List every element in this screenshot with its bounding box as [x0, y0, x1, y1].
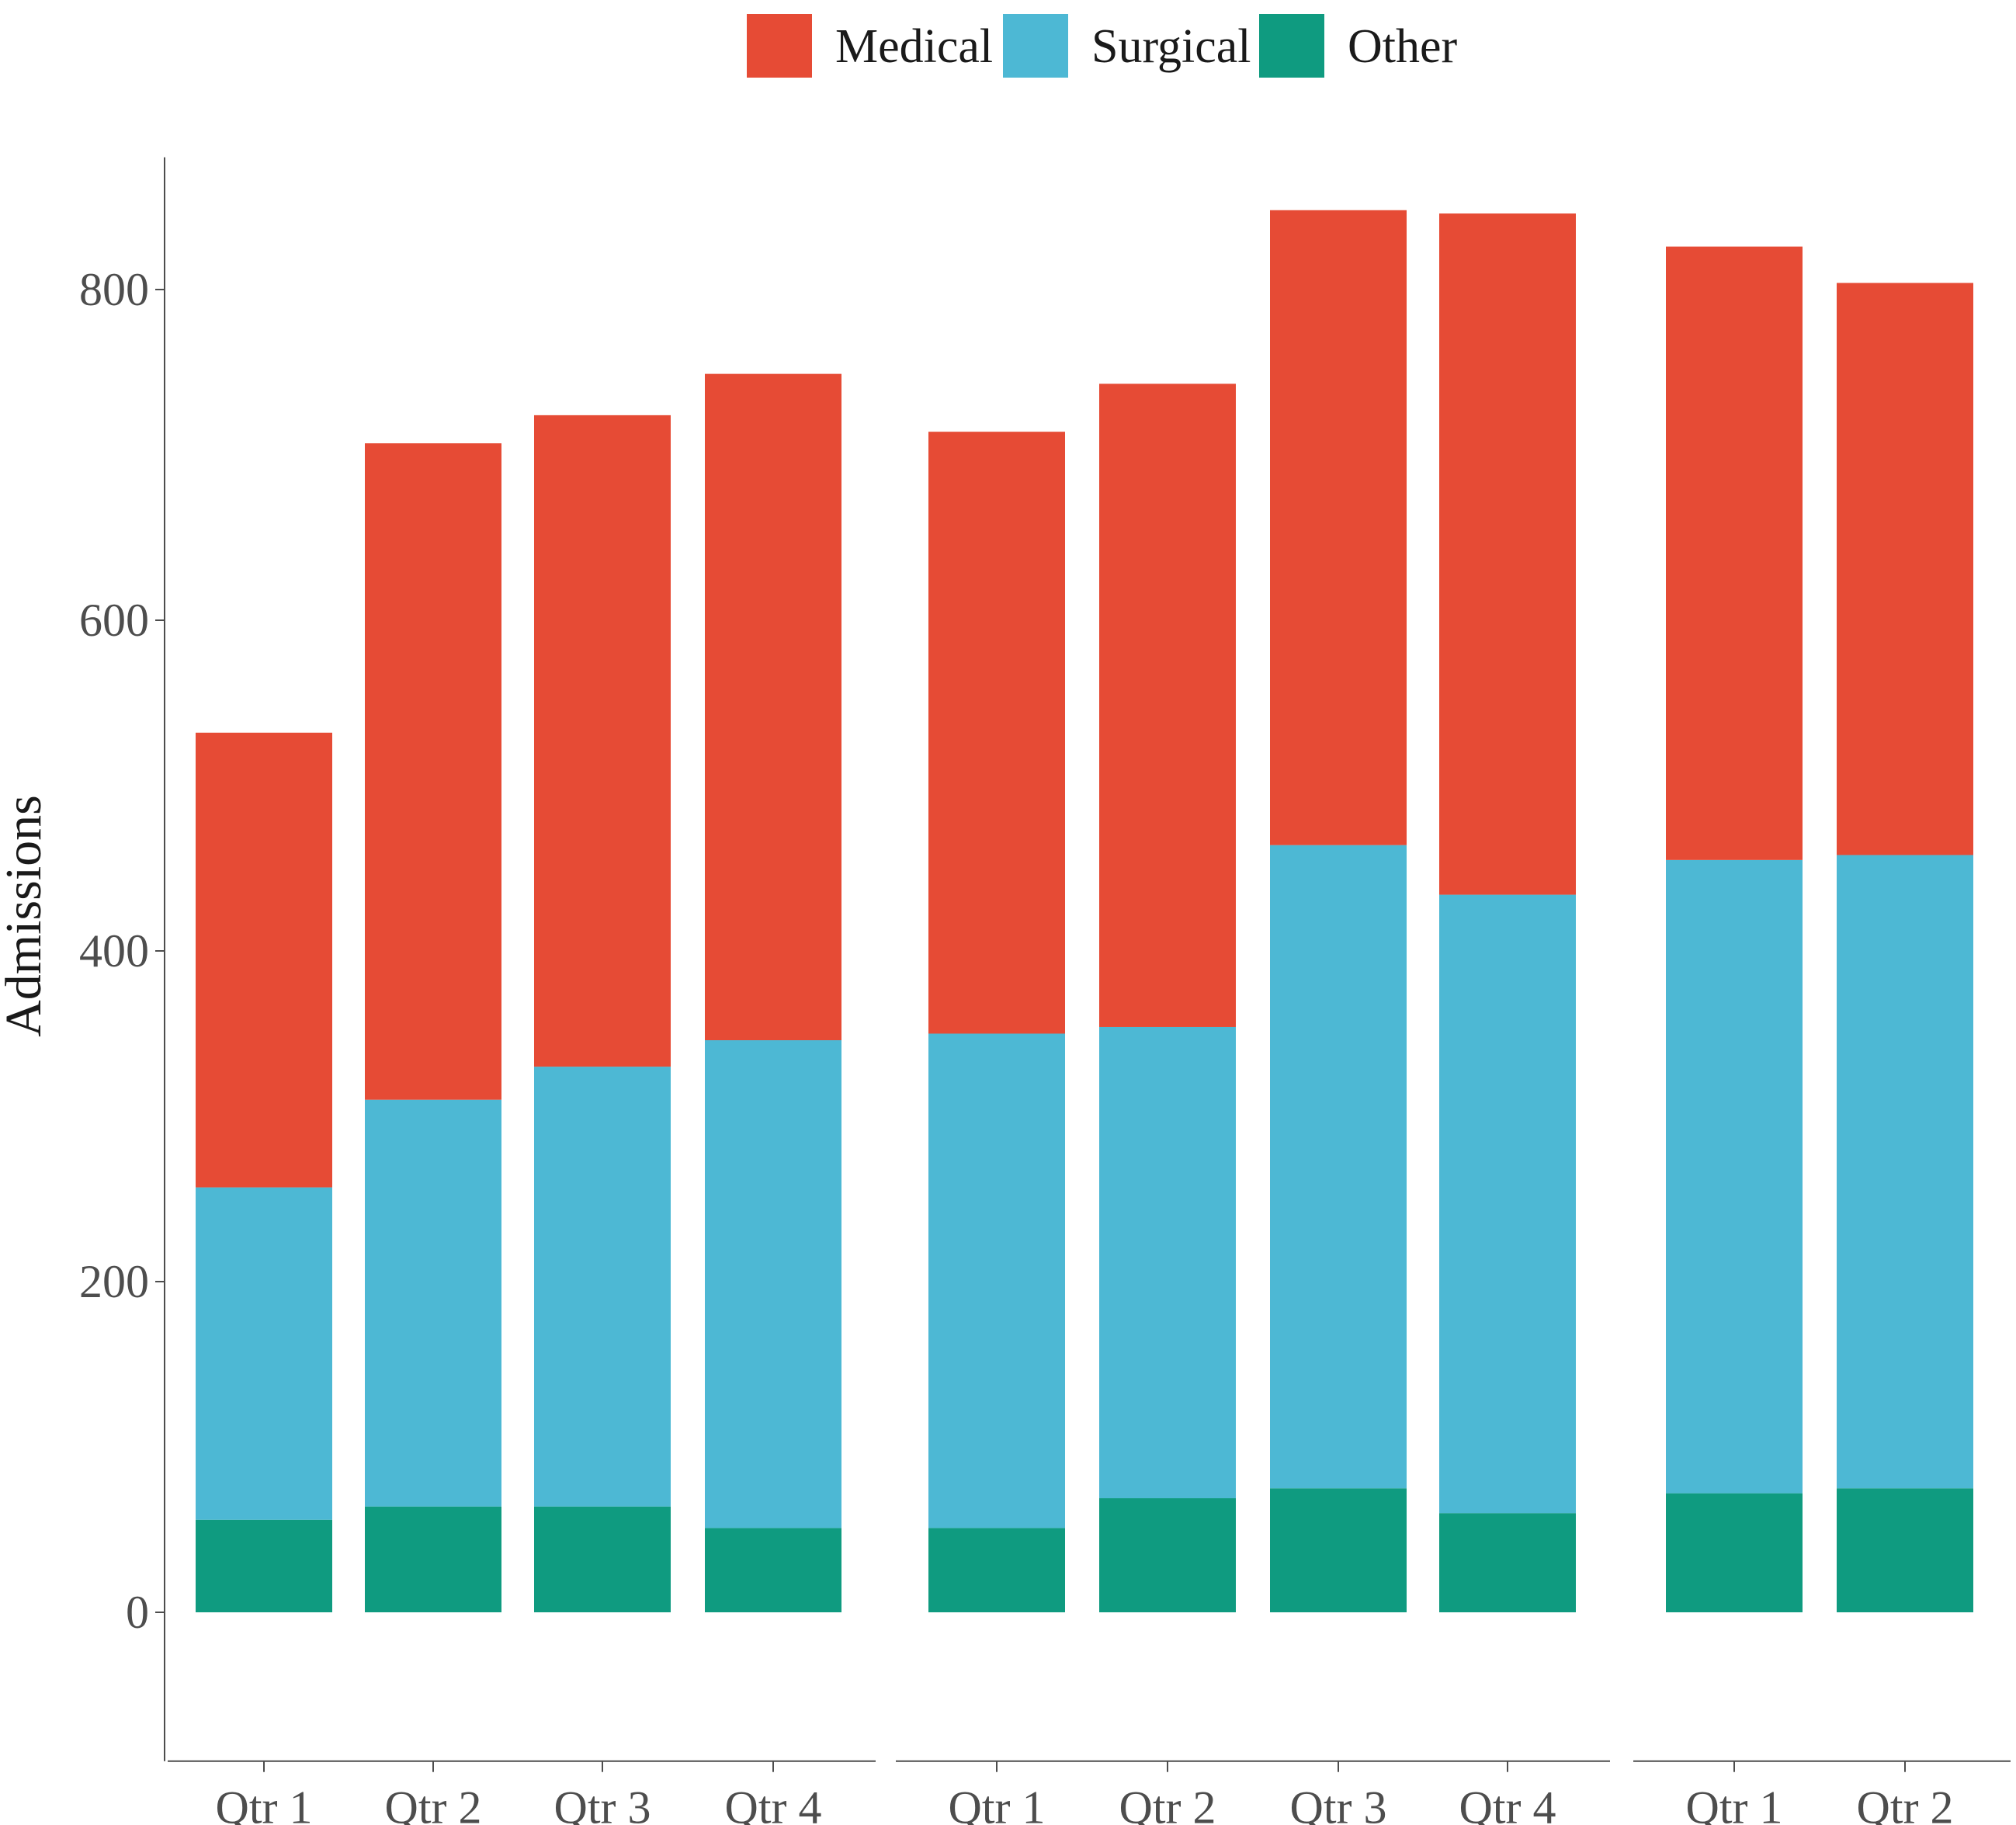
x-tick-label-2021-qtr-1: Qtr 1: [216, 1782, 313, 1825]
x-tick-label-2023-qtr-1: Qtr 1: [1686, 1782, 1783, 1825]
x-tick-label-2021-qtr-2: Qtr 2: [385, 1782, 482, 1825]
bar-surgical-2023-qtr-2: [1837, 855, 1973, 1489]
bar-surgical-2021-qtr-2: [365, 1099, 501, 1507]
x-tick-label-2022-qtr-2: Qtr 2: [1119, 1782, 1216, 1825]
x-tick-label-2023-qtr-2: Qtr 2: [1857, 1782, 1954, 1825]
bar-medical-2022-qtr-1: [928, 432, 1065, 1034]
bar-other-2022-qtr-4: [1439, 1513, 1576, 1612]
bar-medical-2021-qtr-3: [534, 415, 671, 1067]
x-tick-label-2021-qtr-3: Qtr 3: [554, 1782, 651, 1825]
bar-other-2022-qtr-3: [1270, 1488, 1407, 1612]
x-tick-label-2022-qtr-1: Qtr 1: [949, 1782, 1046, 1825]
bar-other-2021-qtr-4: [705, 1528, 841, 1612]
bars: [196, 210, 1973, 1612]
legend-label-medical: Medical: [835, 20, 993, 73]
bar-other-2021-qtr-2: [365, 1506, 501, 1612]
bar-other-2023-qtr-2: [1837, 1488, 1973, 1612]
bar-surgical-2022-qtr-1: [928, 1033, 1065, 1528]
y-tick-label-800: 800: [79, 264, 149, 315]
legend-swatch-other: [1259, 14, 1324, 78]
bar-medical-2023-qtr-2: [1837, 283, 1973, 855]
bar-surgical-2021-qtr-1: [196, 1187, 332, 1520]
y-tick-label-400: 400: [79, 925, 149, 977]
y-tick-label-200: 200: [79, 1256, 149, 1307]
bar-surgical-2021-qtr-4: [705, 1040, 841, 1528]
bar-other-2021-qtr-1: [196, 1519, 332, 1612]
legend-label-surgical: Surgical: [1091, 20, 1251, 73]
bar-medical-2021-qtr-1: [196, 732, 332, 1188]
bar-surgical-2022-qtr-3: [1270, 845, 1407, 1489]
bar-medical-2022-qtr-3: [1270, 210, 1407, 845]
legend-swatch-medical: [747, 14, 812, 78]
bar-medical-2021-qtr-4: [705, 373, 841, 1041]
x-tick-label-2022-qtr-4: Qtr 4: [1459, 1782, 1556, 1825]
y-tick-label-600: 600: [79, 595, 149, 646]
bar-medical-2022-qtr-2: [1099, 383, 1236, 1027]
bar-other-2022-qtr-1: [928, 1528, 1065, 1612]
x-tick-label-2021-qtr-4: Qtr 4: [725, 1782, 822, 1825]
bar-medical-2022-qtr-4: [1439, 213, 1576, 895]
bar-medical-2023-qtr-1: [1666, 246, 1803, 860]
y-tick-label-0: 0: [126, 1587, 149, 1638]
bar-surgical-2023-qtr-1: [1666, 859, 1803, 1494]
x-tick-label-2022-qtr-3: Qtr 3: [1290, 1782, 1387, 1825]
bar-surgical-2021-qtr-3: [534, 1067, 671, 1507]
bar-other-2023-qtr-1: [1666, 1493, 1803, 1612]
bar-other-2021-qtr-3: [534, 1506, 671, 1612]
legend-label-other: Other: [1348, 20, 1458, 73]
legend-swatch-surgical: [1003, 14, 1068, 78]
bar-medical-2021-qtr-2: [365, 443, 501, 1100]
y-axis-title: Admissions: [0, 795, 52, 1037]
bar-surgical-2022-qtr-4: [1439, 894, 1576, 1514]
bar-other-2022-qtr-2: [1099, 1498, 1236, 1612]
bar-surgical-2022-qtr-2: [1099, 1026, 1236, 1499]
y-axis: 0 200 400 600 800: [79, 157, 165, 1761]
legend: Medical Surgical Other: [747, 14, 1458, 78]
